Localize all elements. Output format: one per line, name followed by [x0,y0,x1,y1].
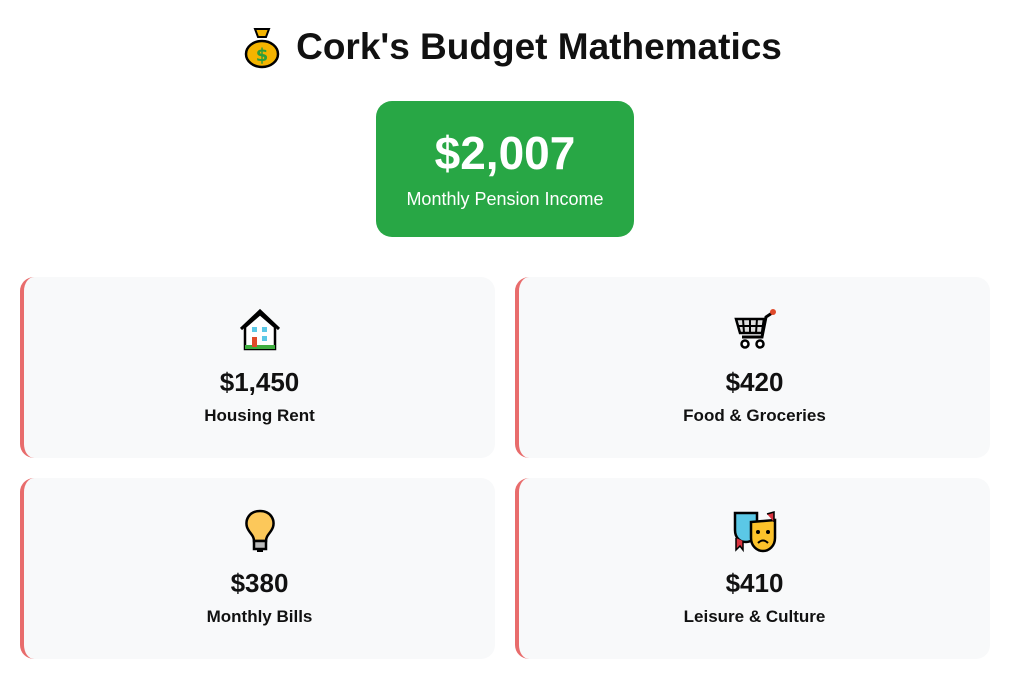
expense-amount: $420 [725,367,784,397]
money-bag-icon: $ [244,28,280,69]
performing-arts-icon [733,511,776,553]
income-card: $2,007 Monthly Pension Income [376,101,634,237]
expense-amount: $410 [725,568,784,598]
light-bulb-icon [244,509,275,552]
page-title: $ Cork's Budget Mathematics [0,24,1024,70]
expense-card-leisure: $410 Leisure & Culture [515,478,990,659]
expense-amount: $1,450 [219,367,300,397]
house-icon [239,308,280,351]
expense-card-bills: $380 Monthly Bills [20,478,495,659]
shopping-cart-icon [733,309,776,349]
expense-label: Monthly Bills [206,607,313,626]
svg-text:$: $ [256,45,269,66]
expense-card-food: $420 Food & Groceries [515,277,990,458]
expense-label: Housing Rent [204,406,315,425]
income-amount: $2,007 [434,127,576,179]
page-title-text: Cork's Budget Mathematics [296,26,782,67]
expense-label: Leisure & Culture [683,607,826,626]
expense-card-housing: $1,450 Housing Rent [20,277,495,458]
income-label: Monthly Pension Income [406,189,604,209]
expense-label: Food & Groceries [683,406,826,425]
expense-amount: $380 [230,568,289,598]
